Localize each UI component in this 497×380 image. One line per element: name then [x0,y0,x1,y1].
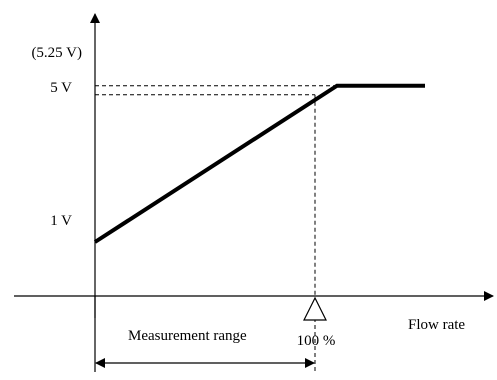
full-scale-marker-icon [303,296,327,321]
y-tick-label-1: 5 V [50,80,72,96]
x-axis-label: Flow rate [408,317,465,333]
y-tick-label-0: 1 V [50,213,72,229]
output-signal-line [93,83,425,244]
y-tick-labels: 1 V 5 V (5.25 V) [31,45,82,229]
measurement-range-label: Measurement range [128,328,247,344]
full-scale-marker-label: 100 % [297,333,336,349]
y-tick-label-2: (5.25 V) [31,45,82,61]
